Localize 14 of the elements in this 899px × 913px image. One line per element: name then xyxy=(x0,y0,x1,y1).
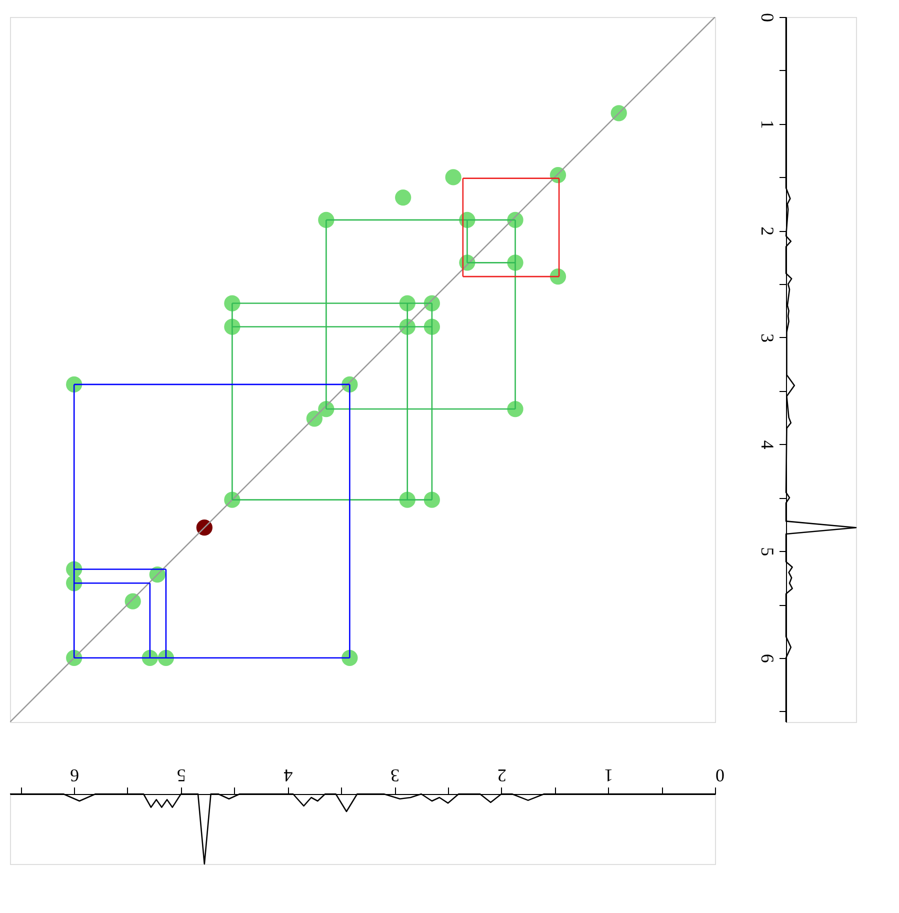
x-tick-label: 2 xyxy=(497,766,506,786)
y-tick-label: 3 xyxy=(758,333,778,342)
y-tick-label: 0 xyxy=(758,13,778,22)
y-tick-label: 2 xyxy=(758,226,778,236)
y-tick-label: 1 xyxy=(758,120,778,129)
y-tick-label: 5 xyxy=(758,547,778,556)
x-tick-label: 0 xyxy=(716,766,724,786)
y-tick-label: 6 xyxy=(758,654,778,663)
x-tick-label: 1 xyxy=(604,766,614,786)
y-tick-label: 4 xyxy=(758,440,778,450)
x-tick-label: 3 xyxy=(390,766,400,786)
x-tick-label: 6 xyxy=(70,766,80,786)
x-tick-label: 5 xyxy=(176,766,186,786)
x-tick-label: 4 xyxy=(284,766,293,786)
